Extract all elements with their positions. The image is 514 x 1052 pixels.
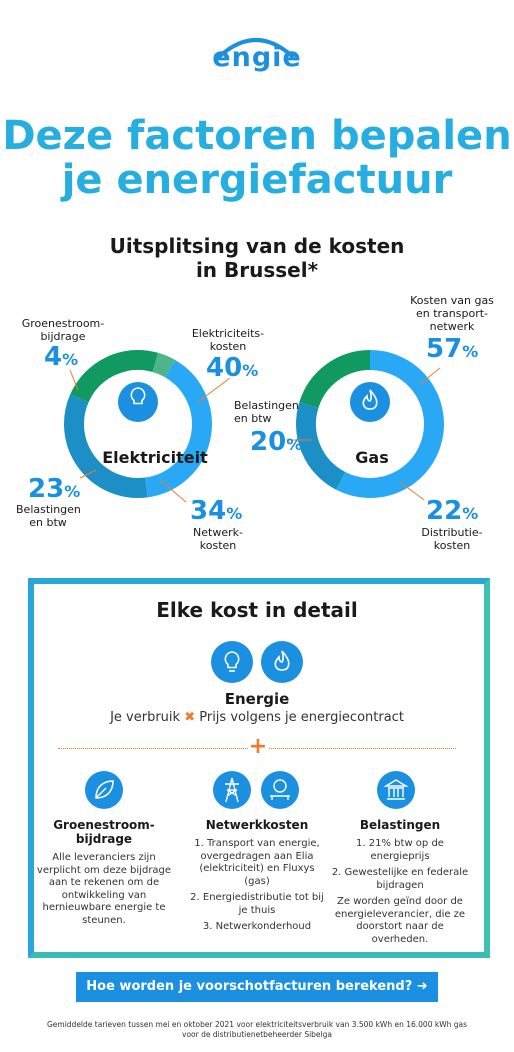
energie-icons — [211, 641, 303, 683]
detail-title: Elke kost in detail — [156, 598, 358, 622]
pct-distributiekosten: 22% — [426, 496, 479, 526]
engie-logo: engie — [212, 42, 302, 73]
electricity-slice-1 — [64, 394, 148, 498]
gas-meter-icon — [261, 771, 299, 809]
gas-slice-0 — [336, 350, 444, 498]
detail-box — [28, 578, 490, 958]
logo-arc-icon — [218, 38, 294, 58]
donut-title-gas: Gas — [355, 448, 389, 467]
section-subtitle: Uitsplitsing van de kosten in Brussel* — [109, 234, 405, 282]
donut-title-elektriciteit: Elektriciteit — [102, 448, 208, 467]
energie-formula: Je verbruik ✖ Prijs volgens je energieco… — [110, 710, 404, 725]
electricity-center-icon — [118, 382, 158, 422]
plus-icon: + — [248, 734, 268, 760]
gas-slice-2 — [299, 350, 371, 409]
pct-groenestroom: 4% — [44, 342, 79, 372]
column-belastingen: Belastingen 1. 21% btw op de energieprij… — [331, 818, 469, 945]
label-netwerkkosten: Netwerk-kosten — [193, 526, 243, 552]
label-groenestroom: Groenestroom-bijdrage — [21, 317, 105, 343]
column-title-groenestroom: Groenestroom-bijdrage — [53, 818, 155, 846]
leader-elektriciteitskosten — [197, 377, 231, 403]
pct-belastingen-gas: 20% — [250, 427, 303, 457]
pct-belastingen-elek: 23% — [28, 474, 81, 504]
pylon-icon — [213, 771, 251, 809]
label-belastingen-elek: Belastingen en btw — [16, 503, 81, 529]
pct-kosten-gas: 57% — [426, 334, 479, 364]
label-kosten-gas: Kosten van gas en transport-netwerk — [410, 294, 494, 333]
electricity-slice-0 — [144, 359, 212, 498]
pct-netwerkkosten: 34% — [190, 496, 243, 526]
energie-title: Energie — [224, 690, 290, 708]
leader-netwerkkosten — [159, 479, 187, 503]
leaf-icon — [85, 771, 123, 809]
lightbulb-icon — [130, 387, 146, 405]
flame-icon — [362, 389, 378, 410]
electricity-slice-2 — [70, 350, 159, 403]
lightbulb-icon — [211, 641, 253, 683]
pct-elektriciteitskosten: 40% — [206, 353, 259, 383]
flame-icon — [261, 641, 303, 683]
column-title-netwerkkosten: Netwerkkosten — [205, 818, 309, 832]
column-netwerkkosten: Netwerkkosten 1. Transport van energie, … — [187, 818, 327, 938]
voorschotfacturen-button[interactable]: Hoe worden je voorschotfacturen berekend… — [76, 972, 438, 1002]
government-building-icon — [377, 771, 415, 809]
column-groenestroom: Groenestroom-bijdrage Alle leveranciers … — [34, 818, 174, 931]
network-icons — [213, 771, 299, 809]
label-belastingen-gas: Belastingen en btw — [234, 399, 299, 425]
leader-distributiekosten — [399, 481, 425, 501]
footnote: Gemiddelde tarieven tussen mei en oktobe… — [46, 1020, 468, 1039]
leader-groenestroom — [69, 369, 79, 391]
label-elektriciteitskosten: Elektriciteits-kosten — [191, 327, 265, 353]
cost-donut-charts — [64, 350, 444, 503]
page-title: Deze factoren bepalen je energiefactuur — [2, 113, 512, 203]
leader-kosten-gas — [419, 367, 441, 385]
gas-slice-1 — [296, 402, 346, 490]
column-title-belastingen: Belastingen — [359, 818, 441, 832]
arrow-right-circle-icon: ➜ — [416, 979, 428, 994]
label-distributiekosten: Distributie-kosten — [421, 526, 483, 552]
leader-belastingen-elek — [79, 469, 97, 479]
electricity-slice-3 — [152, 352, 175, 378]
gas-center-icon — [350, 382, 390, 422]
multiply-icon: ✖ — [184, 710, 196, 725]
